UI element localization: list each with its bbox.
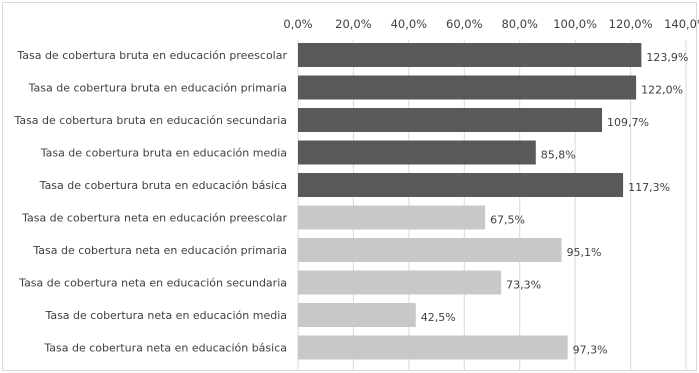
category-label: Tasa de cobertura bruta en educación bás… <box>39 179 287 192</box>
x-tick-label: 80,0% <box>501 17 538 31</box>
data-label: 97,3% <box>573 344 608 357</box>
bar <box>298 238 562 262</box>
x-tick-label: 40,0% <box>391 17 428 31</box>
bar <box>298 140 536 165</box>
category-label: Tasa de cobertura bruta en educación pri… <box>28 82 287 95</box>
x-tick-label: 140,0% <box>664 17 699 31</box>
x-tick-label: 120,0% <box>609 17 653 31</box>
bar <box>298 270 502 295</box>
bar <box>298 75 637 100</box>
bar <box>298 303 416 327</box>
x-tick-label: 100,0% <box>553 17 597 31</box>
x-tick-label: 20,0% <box>335 17 372 31</box>
data-label: 67,5% <box>490 214 525 227</box>
bar <box>298 43 642 67</box>
data-label: 122,0% <box>641 84 683 97</box>
data-label: 85,8% <box>541 149 576 162</box>
category-label: Tasa de cobertura neta en educación pree… <box>21 212 287 225</box>
category-label: Tasa de cobertura neta en educación bási… <box>43 342 287 355</box>
data-label: 123,9% <box>646 51 688 64</box>
data-label: 117,3% <box>628 181 670 194</box>
category-label: Tasa de cobertura bruta en educación pre… <box>16 49 287 62</box>
category-label: Tasa de cobertura neta en educación medi… <box>44 309 287 322</box>
bar <box>298 335 568 360</box>
x-tick-label: 60,0% <box>446 17 483 31</box>
data-label: 42,5% <box>421 311 456 324</box>
category-label: Tasa de cobertura bruta en educación sec… <box>13 114 287 127</box>
bar <box>298 108 603 132</box>
data-label: 109,7% <box>607 116 649 129</box>
category-label: Tasa de cobertura bruta en educación med… <box>40 147 287 160</box>
bar <box>298 173 624 197</box>
x-tick-label: 0,0% <box>283 17 312 31</box>
bar <box>298 205 486 230</box>
data-label: 95,1% <box>567 246 602 259</box>
category-label: Tasa de cobertura neta en educación secu… <box>18 277 287 290</box>
category-label: Tasa de cobertura neta en educación prim… <box>32 244 287 257</box>
data-label: 73,3% <box>506 279 541 292</box>
